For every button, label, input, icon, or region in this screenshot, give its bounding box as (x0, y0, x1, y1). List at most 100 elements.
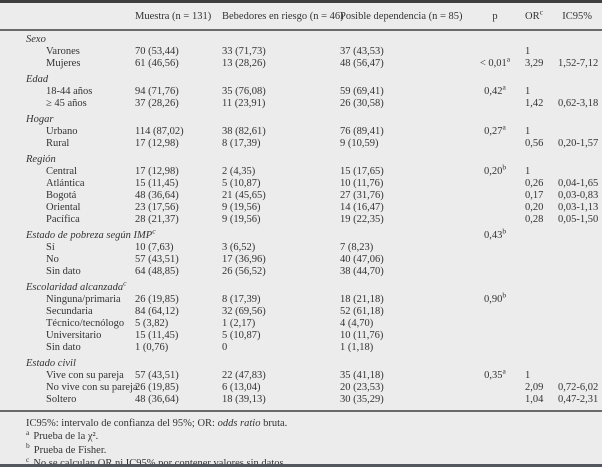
riesgo-value: 5 (10,87) (222, 330, 261, 341)
section-ic-value (558, 110, 602, 126)
muestra-value: 48 (36,64) (135, 394, 179, 405)
p-value: 0,90b (483, 290, 507, 305)
ic95-value (558, 318, 602, 330)
row-label: ≥ 45 años (46, 98, 87, 109)
row-label: Soltero (46, 394, 77, 405)
p-footnote-marker: b (502, 290, 507, 300)
table-body: Sexo Varones 70 (53,44) 33 (71,73) 37 (43,53… (0, 30, 602, 406)
data-row: Vive con su pareja 57 (43,51) 22 (47,83) 35… (0, 366, 602, 382)
p-value (470, 330, 520, 342)
data-row: Ninguna/primaria 26 (19,85) 8 (17,39) 18 (2… (0, 290, 602, 306)
dependencia-value: 1 (1,18) (340, 342, 374, 353)
dependencia-value: 30 (35,29) (340, 394, 384, 405)
dependencia-value: 9 (10,59) (340, 138, 379, 149)
or-value (520, 294, 558, 306)
or-value: 0,56 (525, 138, 544, 149)
muestra-value: 48 (36,64) (135, 190, 179, 201)
riesgo-value: 0 (222, 342, 228, 353)
data-row: 18-44 años 94 (71,76) 35 (76,08) 59 (69,41)… (0, 83, 602, 98)
section-ic-value (558, 226, 602, 242)
ic95-value: 0,47-2,31 (558, 394, 599, 405)
muestra-value: 94 (71,76) (135, 86, 179, 97)
ic95-value (558, 370, 602, 382)
dependencia-value: 59 (69,41) (340, 86, 384, 97)
p-footnote-marker: a (502, 366, 506, 376)
footnotes: IC95%: intervalo de confianza del 95%; O… (0, 410, 602, 467)
muestra-value: 17 (12,98) (135, 166, 179, 177)
riesgo-value: 38 (82,61) (222, 126, 266, 137)
riesgo-value: 32 (69,56) (222, 306, 266, 317)
or-value: 0,20 (525, 202, 544, 213)
section-p-value (470, 278, 520, 294)
dependencia-value: 38 (44,70) (340, 266, 384, 277)
ic95-value (558, 254, 602, 266)
data-row: Sin dato 1 (0,76) 0 1 (1,18) (0, 342, 602, 354)
muestra-value: 26 (19,85) (135, 294, 179, 305)
section-title: Estado de pobreza según IMPc (26, 226, 156, 241)
p-value: 0,35a (484, 366, 506, 381)
p-value (470, 342, 520, 354)
or-value: 2,09 (525, 382, 544, 393)
riesgo-value: 2 (4,35) (222, 166, 256, 177)
dependencia-value: 20 (23,53) (340, 382, 384, 393)
muestra-value: 5 (3,82) (135, 318, 169, 329)
stats-table: Muestra (n = 131) Bebedores en riesgo (n… (0, 3, 602, 406)
section-or-value (520, 110, 558, 126)
p-value (470, 202, 520, 214)
p-value (470, 214, 520, 226)
data-row: Secundaria 84 (64,12) 32 (69,56) 52 (61,18) (0, 306, 602, 318)
riesgo-value: 22 (47,83) (222, 370, 266, 381)
riesgo-value: 3 (6,52) (222, 242, 256, 253)
ic95-value: 0,72-6,02 (558, 382, 599, 393)
muestra-value: 57 (43,51) (135, 254, 179, 265)
or-value (520, 306, 558, 318)
dependencia-value: 26 (30,58) (340, 98, 384, 109)
ic95-value (558, 126, 602, 138)
row-label: Oriental (46, 202, 81, 213)
or-value: 0,17 (525, 190, 544, 201)
col-header-muestra: Muestra (n = 131) (130, 3, 218, 31)
dependencia-value: 7 (8,23) (340, 242, 374, 253)
data-row: Mujeres 61 (46,56) 13 (28,26) 48 (56,47) < 0… (0, 54, 602, 70)
section-title: Edad (26, 74, 49, 85)
riesgo-value: 33 (71,73) (222, 46, 266, 57)
p-value (470, 178, 520, 190)
riesgo-value: 18 (39,13) (222, 394, 266, 405)
section-or-value (520, 30, 558, 46)
footnote-note: c No se calculan OR ni IC95% por contener… (26, 454, 287, 467)
data-row: Sí 10 (7,63) 3 (6,52) 7 (8,23) (0, 242, 602, 254)
or-value: 1 (525, 370, 531, 381)
row-label: Urbano (46, 126, 78, 137)
ic95-value (558, 306, 602, 318)
muestra-value: 37 (28,26) (135, 98, 179, 109)
muestra-value: 17 (12,98) (135, 138, 179, 149)
or-value: 1 (525, 46, 531, 57)
dependencia-value: 14 (16,47) (340, 202, 384, 213)
p-value (470, 98, 520, 110)
footnote-notes: a Prueba de la χ². b Prueba de Fisher. c No s… (26, 429, 592, 467)
data-row: Pacífica 28 (21,37) 9 (19,56) 19 (22,35) 0,2… (0, 214, 602, 226)
section-p-value (470, 110, 520, 126)
or-value (520, 318, 558, 330)
section-header-row: Escolaridad alcanzadac (0, 278, 602, 294)
footnote-abbr-pre: IC95%: intervalo de confianza del 95%; O… (26, 418, 218, 429)
riesgo-value: 35 (76,08) (222, 86, 266, 97)
or-value (520, 254, 558, 266)
section-header-row: Sexo (0, 30, 602, 46)
section-footnote-marker: c (123, 278, 127, 288)
ic95-value: 0,05-1,50 (558, 214, 599, 225)
riesgo-value: 13 (28,26) (222, 58, 266, 69)
riesgo-value: 17 (36,96) (222, 254, 266, 265)
section-or-value (520, 278, 558, 294)
ic95-value (558, 294, 602, 306)
p-value (470, 254, 520, 266)
muestra-value: 57 (43,51) (135, 370, 179, 381)
section-header-row: Hogar (0, 110, 602, 126)
section-title: Escolaridad alcanzadac (26, 278, 127, 293)
muestra-value: 10 (7,63) (135, 242, 174, 253)
p-value: < 0,01a (479, 54, 511, 69)
riesgo-value: 6 (13,04) (222, 382, 261, 393)
row-label: 18-44 años (46, 86, 93, 97)
col-header-bebedores-riesgo: Bebedores en riesgo (n = 46) (218, 3, 344, 31)
